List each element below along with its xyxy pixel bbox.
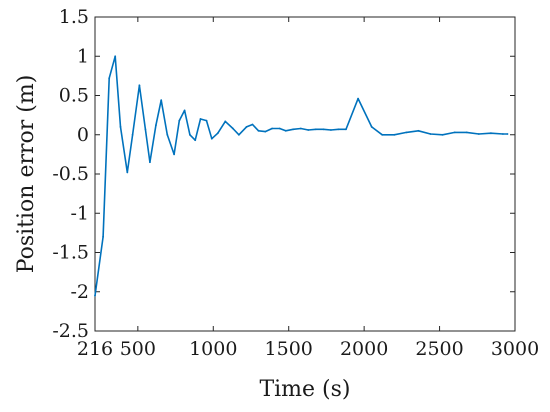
plot-area <box>94 16 516 332</box>
data-point <box>477 133 480 135</box>
data-point <box>381 133 384 136</box>
data-point <box>465 131 468 134</box>
data-point <box>194 139 197 142</box>
x-axis-label: Time (s) <box>259 377 350 402</box>
data-point <box>149 161 151 164</box>
data-point <box>441 133 444 136</box>
data-point <box>102 235 104 238</box>
data-point <box>166 133 169 136</box>
y-tick-label: 1.5 <box>59 6 89 28</box>
y-axis-label: Position error (m) <box>14 75 39 274</box>
x-tick-label: 1500 <box>265 338 313 360</box>
data-point <box>251 123 254 126</box>
y-tick-label: 0.5 <box>59 85 89 107</box>
data-point <box>238 133 240 136</box>
data-point <box>345 128 347 131</box>
data-point <box>417 129 420 132</box>
data-point <box>429 133 432 135</box>
x-tick-label: 216 <box>77 338 113 360</box>
data-point <box>337 128 340 131</box>
data-point <box>357 97 359 100</box>
y-tick-label: -0.5 <box>52 163 89 185</box>
data-point <box>160 99 163 102</box>
data-point <box>315 128 317 131</box>
data-point <box>257 129 260 132</box>
series-line-0 <box>94 55 508 296</box>
data-point <box>205 119 208 122</box>
data-point <box>292 128 295 131</box>
data-point <box>173 153 176 156</box>
y-tick-label: -2.5 <box>52 320 89 342</box>
data-point <box>178 119 181 122</box>
x-tick-label: 2000 <box>340 338 388 360</box>
x-tick-label: 2500 <box>415 338 463 360</box>
data-point <box>393 133 396 136</box>
data-point <box>506 133 509 135</box>
data-point <box>114 55 117 58</box>
data-point <box>307 129 310 131</box>
data-point <box>144 128 147 131</box>
y-axis-ticks: -2.5 -2 -1.5 -1 -0.5 0 0.5 1 1.5 <box>52 6 515 342</box>
data-point <box>155 124 157 127</box>
data-point <box>183 109 186 112</box>
data-point <box>330 129 332 131</box>
data-point <box>119 126 122 128</box>
data-point <box>232 127 234 130</box>
data-point <box>490 132 492 135</box>
data-point <box>370 126 373 128</box>
data-point <box>322 128 325 131</box>
data-point <box>138 84 141 87</box>
data-point <box>131 133 134 136</box>
data-point <box>284 129 287 132</box>
data-point <box>108 77 111 80</box>
data-point <box>126 171 129 174</box>
x-axis-ticks: 216 500 1000 1500 2000 2500 3000 <box>77 17 539 360</box>
x-tick-label: 500 <box>120 338 156 360</box>
data-point <box>278 127 281 130</box>
data-point <box>453 131 456 134</box>
data-point <box>94 294 96 297</box>
series-layer <box>94 55 509 297</box>
data-point <box>271 127 273 130</box>
data-point <box>264 130 267 133</box>
data-point <box>224 120 227 123</box>
data-point <box>199 118 202 120</box>
data-point <box>299 127 302 130</box>
data-point <box>245 126 248 128</box>
y-tick-label: -1.5 <box>52 242 89 264</box>
y-tick-label: 1 <box>77 45 89 67</box>
data-point <box>502 133 504 135</box>
data-point <box>210 137 213 140</box>
x-tick-label: 1000 <box>189 338 237 360</box>
y-tick-label: 0 <box>77 124 89 146</box>
y-tick-label: -2 <box>70 281 89 303</box>
data-point <box>405 131 408 134</box>
data-point <box>189 133 191 136</box>
y-tick-label: -1 <box>70 202 89 224</box>
data-point <box>216 132 219 135</box>
x-tick-label: 3000 <box>491 338 539 360</box>
